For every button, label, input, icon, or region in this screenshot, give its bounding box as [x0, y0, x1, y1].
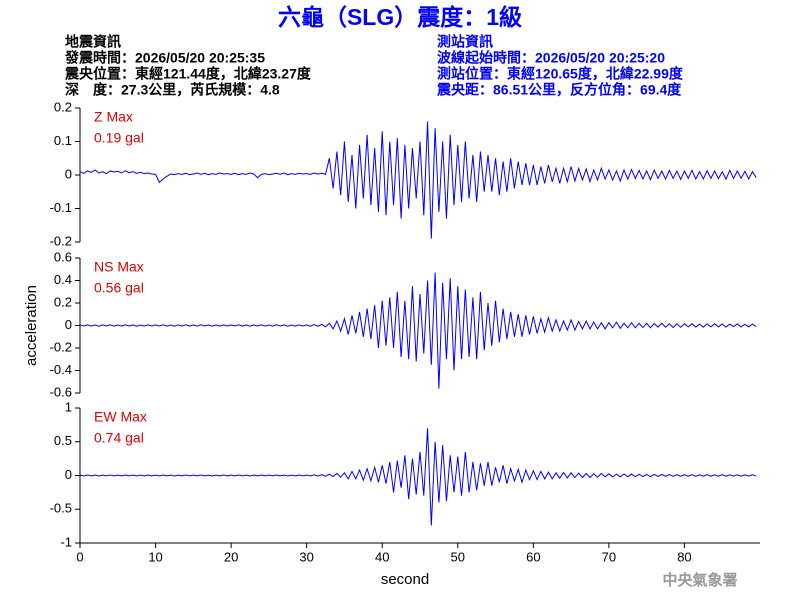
y-tick-label: -0.1: [50, 200, 72, 215]
x-tick-label: 10: [148, 549, 162, 564]
x-tick-label: 80: [677, 549, 691, 564]
header-right: 波線起始時間：2026/05/20 20:25:20: [437, 50, 665, 66]
max-label: 0.19 gal: [94, 130, 144, 146]
title: 六龜（SLG）震度：1級: [278, 4, 522, 30]
waveform: [79, 272, 757, 389]
max-label: 0.56 gal: [94, 280, 144, 296]
y-tick-label: 1: [65, 399, 72, 414]
y-tick-label: 0: [65, 166, 72, 181]
y-tick-label: 0.2: [54, 99, 72, 114]
max-label: 0.74 gal: [94, 430, 144, 446]
y-tick-label: -0.4: [50, 362, 72, 377]
max-label: Z Max: [94, 109, 133, 125]
x-tick-label: 40: [375, 549, 389, 564]
y-tick-label: -0.2: [50, 339, 72, 354]
y-tick-label: -0.6: [50, 384, 72, 399]
footer: 中央氣象署: [662, 571, 737, 589]
x-tick-label: 0: [76, 549, 83, 564]
header-left: 震央位置：東經121.44度，北緯23.27度: [64, 66, 312, 82]
x-tick-label: 50: [451, 549, 465, 564]
x-tick-label: 30: [299, 549, 313, 564]
y-tick-label: 0.1: [54, 133, 72, 148]
x-axis-label: second: [381, 571, 429, 588]
waveform: [79, 121, 757, 239]
y-tick-label: 0.2: [54, 294, 72, 309]
x-tick-label: 20: [224, 549, 238, 564]
header-left: 發震時間：2026/05/20 20:25:35: [64, 50, 265, 66]
header-right: 震央距：86.51公里，反方位角：69.4度: [436, 82, 682, 98]
y-axis-label: acceleration: [23, 285, 40, 366]
header-right: 測站位置：東經120.65度，北緯22.99度: [437, 66, 684, 82]
header-right: 測站資訊: [437, 34, 493, 50]
y-tick-label: -0.2: [50, 233, 72, 248]
y-tick-label: -0.5: [50, 501, 72, 516]
y-tick-label: 0.6: [54, 249, 72, 264]
y-tick-label: 0.5: [54, 433, 72, 448]
y-tick-label: 0: [65, 317, 72, 332]
header-left: 深 度：27.3公里，芮氏規模：4.8: [65, 82, 280, 98]
header-left: 地震資訊: [65, 34, 121, 50]
x-tick-label: 70: [602, 549, 616, 564]
max-label: NS Max: [94, 259, 144, 275]
y-tick-label: 0.4: [54, 272, 72, 287]
waveform: [79, 428, 757, 526]
x-tick-label: 60: [526, 549, 540, 564]
max-label: EW Max: [94, 409, 147, 425]
y-tick-label: -1: [60, 534, 72, 549]
y-tick-label: 0: [65, 467, 72, 482]
